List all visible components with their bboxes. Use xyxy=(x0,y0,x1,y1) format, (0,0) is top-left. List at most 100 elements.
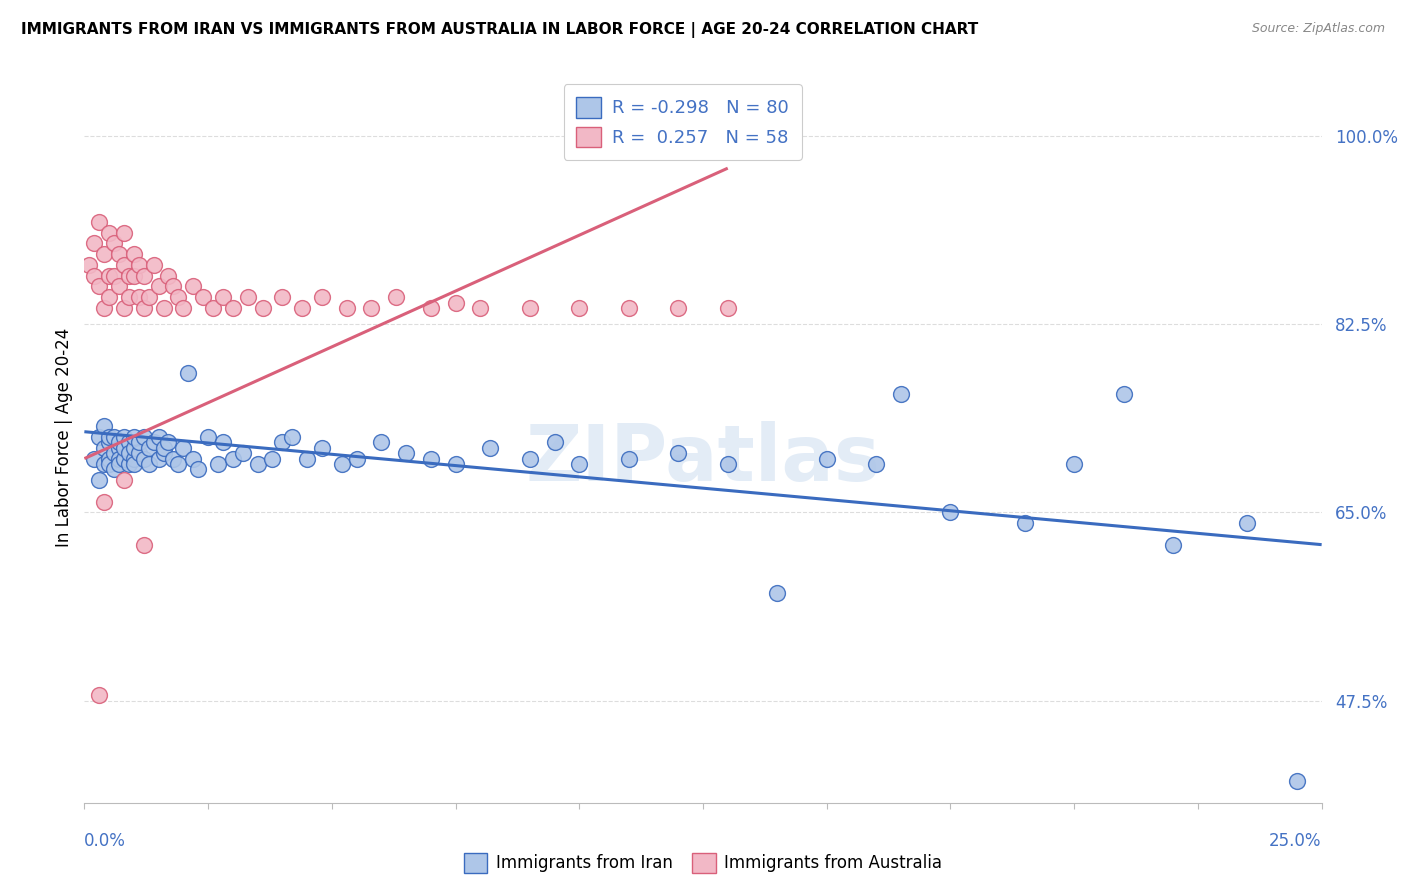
Point xyxy=(93,494,115,508)
Point xyxy=(311,441,333,455)
Point xyxy=(419,301,441,315)
Point xyxy=(89,473,111,487)
Point xyxy=(93,457,115,471)
Point xyxy=(142,435,165,450)
Point xyxy=(93,441,115,455)
Text: 0.0%: 0.0% xyxy=(84,832,127,850)
Point xyxy=(122,268,145,283)
Point xyxy=(172,441,194,455)
Point xyxy=(112,451,135,466)
Point xyxy=(138,457,160,471)
Point xyxy=(103,462,125,476)
Point xyxy=(108,441,131,455)
Point xyxy=(103,236,125,251)
Point xyxy=(162,279,184,293)
Point xyxy=(311,290,333,304)
Point xyxy=(98,457,121,471)
Point xyxy=(83,451,105,466)
Point xyxy=(157,268,180,283)
Point xyxy=(93,419,115,434)
Point xyxy=(479,441,502,455)
Point xyxy=(148,430,170,444)
Point xyxy=(138,290,160,304)
Point xyxy=(128,435,150,450)
Point xyxy=(112,473,135,487)
Point xyxy=(98,226,121,240)
Text: ZIPatlas: ZIPatlas xyxy=(526,421,880,497)
Point xyxy=(568,301,591,315)
Point xyxy=(122,451,145,466)
Point xyxy=(108,247,131,261)
Point xyxy=(89,215,111,229)
Point xyxy=(98,268,121,283)
Point xyxy=(207,457,229,471)
Point xyxy=(152,446,174,460)
Point xyxy=(103,430,125,444)
Point xyxy=(122,441,145,455)
Point xyxy=(617,451,640,466)
Legend: R = -0.298   N = 80, R =  0.257   N = 58: R = -0.298 N = 80, R = 0.257 N = 58 xyxy=(564,84,801,160)
Point xyxy=(717,301,740,315)
Point xyxy=(103,446,125,460)
Point xyxy=(118,446,141,460)
Point xyxy=(177,366,200,380)
Point xyxy=(890,387,912,401)
Point xyxy=(93,247,115,261)
Point xyxy=(543,435,565,450)
Point xyxy=(939,505,962,519)
Point xyxy=(122,247,145,261)
Point xyxy=(395,446,418,460)
Point xyxy=(128,446,150,460)
Point xyxy=(122,430,145,444)
Point xyxy=(112,441,135,455)
Point xyxy=(815,451,838,466)
Text: IMMIGRANTS FROM IRAN VS IMMIGRANTS FROM AUSTRALIA IN LABOR FORCE | AGE 20-24 COR: IMMIGRANTS FROM IRAN VS IMMIGRANTS FROM … xyxy=(21,22,979,38)
Point xyxy=(1014,516,1036,530)
Point xyxy=(222,451,245,466)
Point xyxy=(118,268,141,283)
Point xyxy=(132,268,155,283)
Point xyxy=(148,451,170,466)
Point xyxy=(202,301,225,315)
Point xyxy=(112,258,135,272)
Point xyxy=(89,279,111,293)
Point xyxy=(93,301,115,315)
Point xyxy=(148,279,170,293)
Point xyxy=(108,435,131,450)
Point xyxy=(419,451,441,466)
Point xyxy=(157,435,180,450)
Point xyxy=(128,258,150,272)
Point xyxy=(79,258,101,272)
Point xyxy=(262,451,284,466)
Point xyxy=(470,301,492,315)
Point xyxy=(444,295,467,310)
Point xyxy=(865,457,887,471)
Point xyxy=(370,435,392,450)
Point xyxy=(152,441,174,455)
Point xyxy=(112,430,135,444)
Point xyxy=(766,586,789,600)
Point xyxy=(1063,457,1085,471)
Point xyxy=(108,457,131,471)
Y-axis label: In Labor Force | Age 20-24: In Labor Force | Age 20-24 xyxy=(55,327,73,547)
Point xyxy=(271,290,294,304)
Point xyxy=(142,258,165,272)
Point xyxy=(103,268,125,283)
Point xyxy=(181,279,204,293)
Point xyxy=(132,430,155,444)
Point xyxy=(108,451,131,466)
Point xyxy=(191,290,214,304)
Point xyxy=(108,279,131,293)
Point xyxy=(89,688,111,702)
Point xyxy=(519,301,541,315)
Point xyxy=(232,446,254,460)
Point xyxy=(138,441,160,455)
Point xyxy=(212,435,235,450)
Point xyxy=(360,301,382,315)
Point xyxy=(1161,538,1184,552)
Point xyxy=(385,290,408,304)
Point xyxy=(336,301,359,315)
Point xyxy=(89,430,111,444)
Point xyxy=(132,538,155,552)
Point xyxy=(444,457,467,471)
